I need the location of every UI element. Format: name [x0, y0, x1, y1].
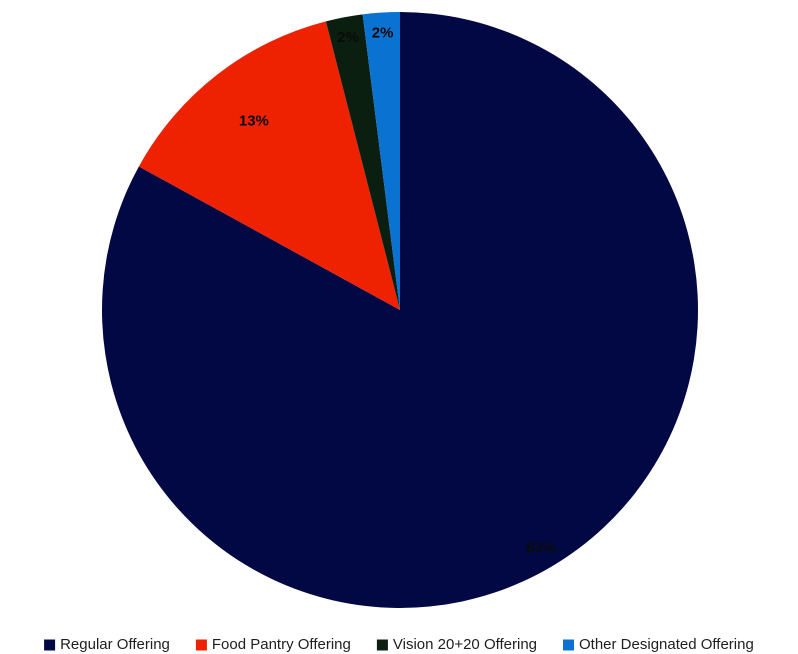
legend-item-food-pantry-offering: Food Pantry Offering [195, 636, 351, 653]
pie-slice-vision-20-20-offering [325, 14, 400, 310]
data-label-food-pantry-offering: 13% [239, 113, 269, 130]
pie-slice-other-designated-offering [362, 12, 400, 310]
pie-slice-regular-offering [102, 12, 699, 608]
legend-item-vision-20-20-offering: Vision 20+20 Offering [376, 636, 537, 653]
pie-data-labels: 83% 13% 2% 2% [239, 24, 556, 556]
data-label-other-designated-offering: 2% [372, 24, 394, 41]
legend-label: Other Designated Offering [579, 636, 754, 653]
legend-swatch [195, 639, 207, 651]
legend-label: Food Pantry Offering [212, 636, 351, 653]
legend-item-other-designated-offering: Other Designated Offering [563, 636, 754, 653]
legend: Regular Offering Food Pantry Offering Visi… [44, 636, 754, 653]
pie-slices [102, 12, 699, 608]
legend-swatch [376, 639, 388, 651]
legend-swatch [563, 639, 574, 651]
data-label-regular-offering: 83% [526, 539, 556, 556]
data-label-vision-20-20-offering: 2% [337, 29, 359, 46]
legend-item-regular-offering: Regular Offering [44, 636, 170, 653]
legend-label: Vision 20+20 Offering [393, 636, 537, 653]
legend-swatch [44, 639, 56, 651]
pie-slice-food-pantry-offering [138, 21, 401, 311]
legend-label: Regular Offering [60, 636, 170, 653]
